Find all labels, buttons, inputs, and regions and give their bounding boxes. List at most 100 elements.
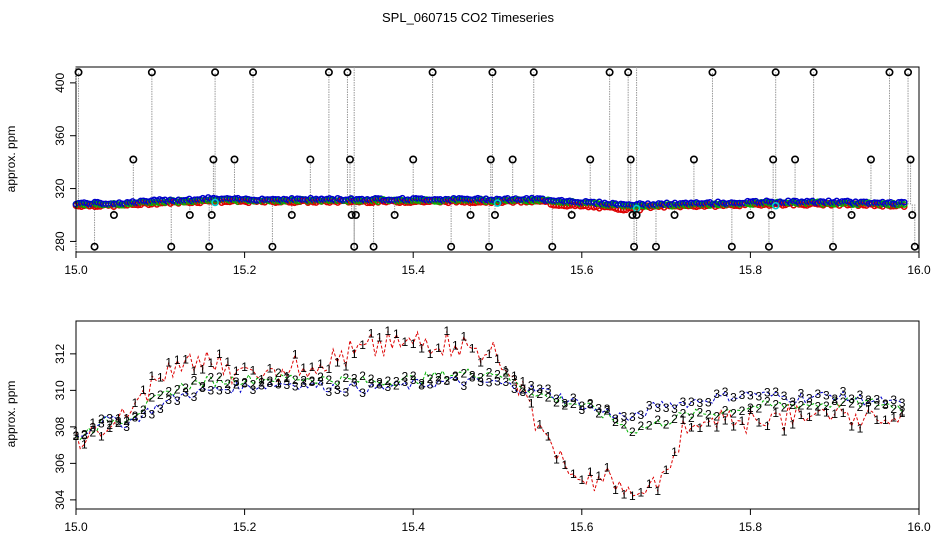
series-marker-1: 1 (899, 406, 906, 420)
outlier-marker (767, 211, 776, 220)
bottom-x-tick-label: 15.8 (739, 520, 763, 534)
series-marker-1: 1 (823, 405, 830, 419)
series-marker-3: 3 (646, 398, 653, 412)
series-marker-1: 1 (452, 338, 459, 352)
series-marker-3: 3 (140, 407, 147, 421)
outlier-marker (185, 211, 194, 220)
series-marker-1: 1 (621, 488, 628, 502)
series-marker-2: 2 (528, 387, 535, 401)
series-marker-2: 2 (730, 407, 737, 421)
x-axis-bottom: 15.0 15.2 15.4 15.6 15.8 16.0 (64, 508, 931, 534)
series-marker-2: 2 (267, 374, 274, 388)
series-marker-2: 2 (890, 402, 897, 416)
series-marker-2: 2 (401, 370, 408, 384)
series-marker-1: 1 (275, 376, 282, 390)
series-marker-1: 1 (165, 356, 172, 370)
series-marker-3: 3 (713, 387, 720, 401)
series-marker-3: 3 (663, 401, 670, 415)
series-marker-1: 1 (680, 413, 687, 427)
series-marker-1: 1 (874, 413, 881, 427)
series-marker-3: 3 (444, 374, 451, 388)
series-marker-1: 1 (469, 341, 476, 355)
series-marker-3: 3 (334, 383, 341, 397)
outlier-marker (287, 211, 296, 220)
series-marker-2: 2 (553, 395, 560, 409)
series-marker-2: 2 (241, 375, 248, 389)
series-marker-1: 1 (663, 463, 670, 477)
series-marker-2: 2 (98, 412, 105, 426)
series-marker-1: 1 (857, 422, 864, 436)
series-marker-1: 1 (536, 417, 543, 431)
series-marker-2: 2 (224, 377, 231, 391)
series-marker-3: 3 (174, 394, 181, 408)
outlier-marker (809, 68, 818, 77)
series-marker-1: 1 (848, 419, 855, 433)
data-points-top (72, 194, 908, 214)
outlier-markers-top (74, 68, 919, 251)
series-marker-1: 1 (385, 324, 392, 338)
series-marker-1: 1 (595, 469, 602, 483)
series-marker-1: 1 (503, 364, 510, 378)
outlier-marker (486, 155, 495, 164)
outlier-marker (791, 155, 800, 164)
series-marker-1: 1 (713, 420, 720, 434)
y-axis-bottom: 304 306 308 310 312 (53, 344, 77, 510)
series-marker-2: 2 (503, 366, 510, 380)
series-marker-1: 1 (342, 360, 349, 374)
series-marker-3: 3 (772, 385, 779, 399)
series-marker-1: 1 (292, 348, 299, 362)
series-marker-2: 2 (764, 394, 771, 408)
bottom-x-tick-label: 15.6 (570, 520, 594, 534)
series-marker-1: 1 (562, 458, 569, 472)
outlier-marker (904, 68, 913, 77)
bottom-y-tick-label: 306 (53, 453, 67, 473)
outlier-marker (689, 155, 698, 164)
series-marker-3: 3 (486, 375, 493, 389)
series-marker-1: 1 (444, 324, 451, 338)
series-marker-3: 3 (292, 380, 299, 394)
chart-title: SPL_060715 CO2 Timeseries (382, 10, 554, 25)
series-marker-2: 2 (486, 365, 493, 379)
data-point-cyan (211, 198, 219, 207)
series-marker-2: 2 (258, 376, 265, 390)
series-marker-1: 1 (140, 383, 147, 397)
series-marker-3: 3 (494, 374, 501, 388)
series-marker-2: 2 (494, 368, 501, 382)
outlier-marker (910, 242, 919, 251)
series-marker-2: 2 (477, 371, 484, 385)
series-marker-2: 2 (519, 383, 526, 397)
series-marker-2: 2 (427, 372, 434, 386)
series-marker-3: 3 (587, 398, 594, 412)
series-marker-1: 1 (486, 347, 493, 361)
series-marker-1: 1 (300, 361, 307, 375)
outlier-marker (632, 211, 641, 220)
series-marker-2: 2 (376, 376, 383, 390)
bottom-y-tick-label: 308 (53, 417, 67, 437)
series-marker-3: 3 (317, 374, 324, 388)
series-marker-2: 2 (713, 409, 720, 423)
series-marker-2: 2 (452, 369, 459, 383)
series-marker-3: 3 (637, 408, 644, 422)
series-marker-3: 3 (90, 421, 97, 435)
y-axis-top: 280 320 360 400 (53, 73, 77, 251)
top-x-tick-label: 15.4 (402, 263, 426, 277)
series-marker-1: 1 (351, 347, 358, 361)
outlier-marker (207, 211, 216, 220)
series-marker-3: 3 (654, 401, 661, 415)
series-marker-3: 3 (705, 395, 712, 409)
series-marker-2: 2 (283, 371, 290, 385)
series-marker-3: 3 (435, 374, 442, 388)
series-marker-2: 2 (140, 403, 147, 417)
series-marker-1: 1 (132, 396, 139, 410)
series-marker-2: 2 (705, 408, 712, 422)
series-line-1 (75, 330, 903, 497)
series-marker-3: 3 (671, 402, 678, 416)
series-marker-2: 2 (410, 369, 417, 383)
series-marker-2: 2 (208, 370, 215, 384)
series-marker-2: 2 (368, 372, 375, 386)
outlier-marker (167, 242, 176, 251)
series-marker-1: 1 (334, 355, 341, 369)
series-marker-3: 3 (730, 391, 737, 405)
top-x-tick-label: 15.6 (570, 263, 594, 277)
